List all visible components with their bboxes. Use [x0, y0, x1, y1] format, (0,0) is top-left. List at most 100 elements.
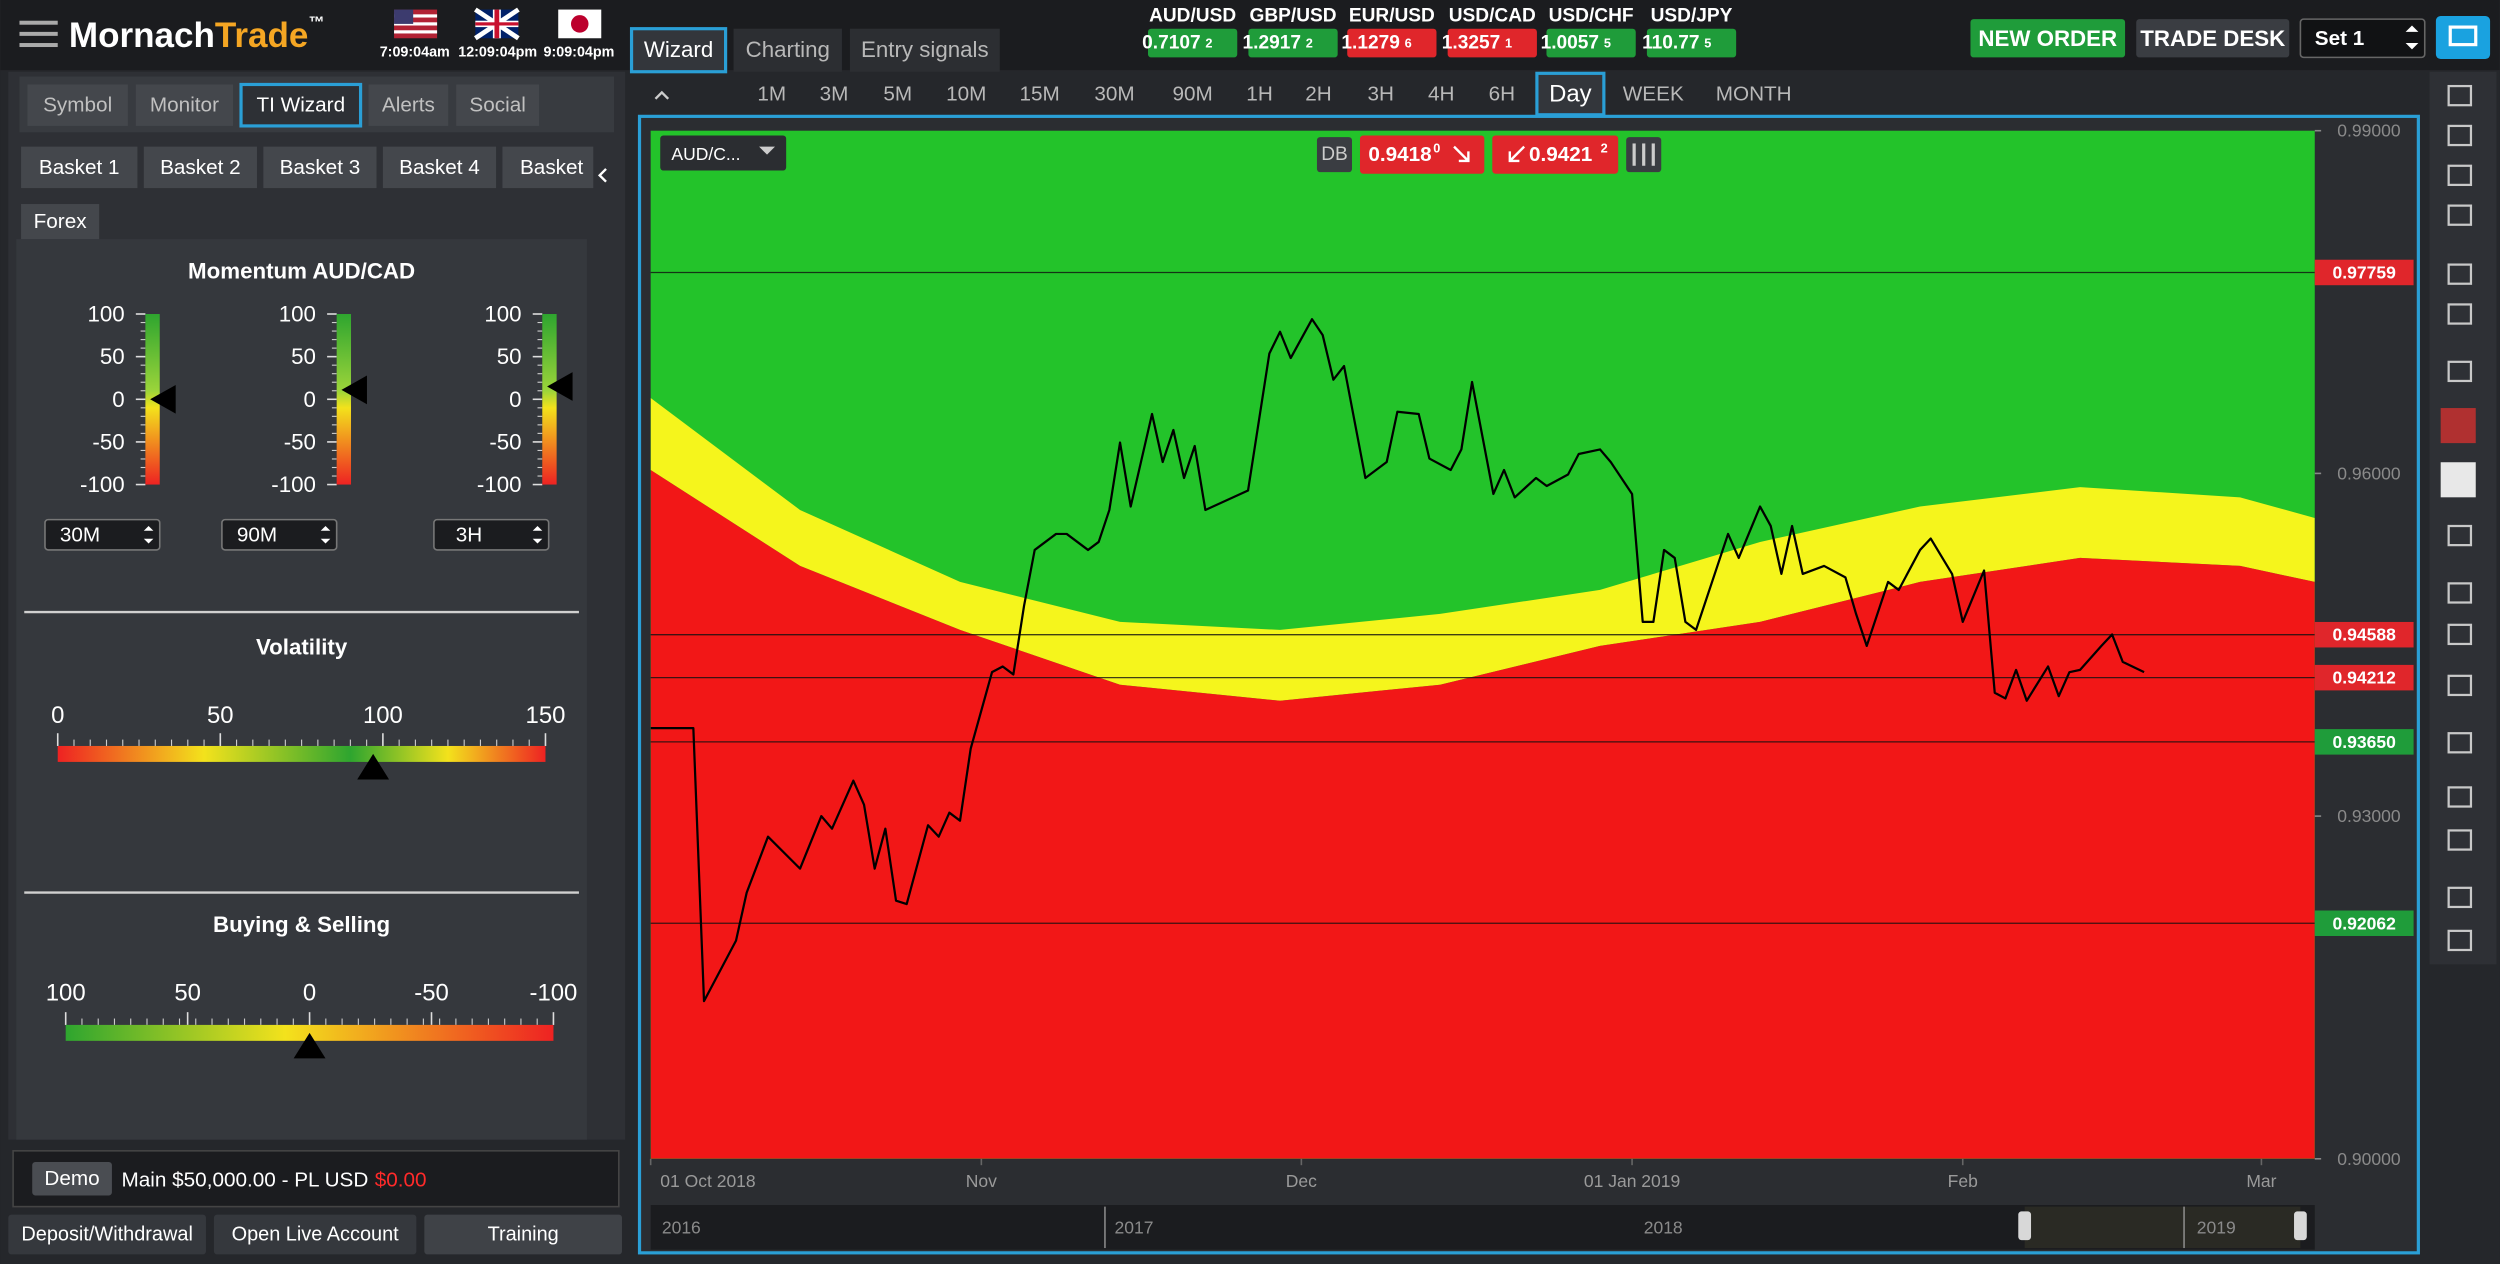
- monitor-button[interactable]: [2435, 15, 2491, 59]
- bid-arrow: [1453, 145, 1470, 163]
- timeframe-button[interactable]: MONTH: [1716, 83, 1792, 106]
- basket-tab[interactable]: [502, 146, 594, 189]
- timeframe-select[interactable]: [433, 518, 550, 551]
- timeframe-select[interactable]: [44, 518, 161, 551]
- symbol-select[interactable]: [660, 135, 787, 171]
- basket-tab[interactable]: [21, 146, 138, 189]
- gauge-scale-label: -50: [489, 429, 521, 454]
- select-arrow: [320, 526, 331, 544]
- basket-tab[interactable]: [382, 146, 497, 189]
- navigator-label: 2019: [2197, 1217, 2236, 1237]
- tool-icon[interactable]: [2447, 524, 2473, 547]
- db-button[interactable]: [1316, 137, 1353, 173]
- demo-button[interactable]: [32, 1161, 112, 1196]
- timeframe-button[interactable]: 1H: [1246, 83, 1273, 106]
- demo-label: Demo: [44, 1167, 99, 1190]
- tool-icon[interactable]: [2447, 582, 2473, 604]
- basket-tab[interactable]: [263, 146, 377, 189]
- top-tab[interactable]: [849, 28, 1000, 72]
- tool-icon[interactable]: [2447, 360, 2473, 383]
- y-tick-label: 0.99000: [2337, 121, 2401, 141]
- tool-icon[interactable]: [2447, 732, 2473, 754]
- gauge-scale-label: 100: [279, 302, 316, 327]
- gauge-scale-label: 50: [100, 344, 125, 369]
- timeframe-button[interactable]: 1M: [757, 83, 786, 106]
- tool-icon[interactable]: [2447, 84, 2473, 107]
- price-line: [650, 318, 2145, 1003]
- quote-box[interactable]: [1646, 28, 1737, 58]
- gauge-scale-label: 50: [291, 344, 316, 369]
- bid-button[interactable]: [1359, 135, 1485, 174]
- tool-icon[interactable]: [2447, 303, 2473, 325]
- timeframe-button[interactable]: 10M: [946, 83, 986, 106]
- left-tab[interactable]: [27, 84, 128, 126]
- tool-icon[interactable]: [2447, 623, 2473, 646]
- timeframe-button[interactable]: 15M: [1019, 83, 1059, 106]
- basket-tab[interactable]: [143, 146, 257, 189]
- left-tab[interactable]: [368, 84, 449, 126]
- collapse-icon[interactable]: [654, 90, 670, 100]
- bid-pip: 0: [1433, 141, 1440, 156]
- quote-box[interactable]: [1546, 28, 1636, 58]
- timeframe-button[interactable]: 4H: [1428, 83, 1455, 106]
- timeframe-select-label: 30M: [60, 523, 100, 546]
- top-tab-label: Entry signals: [861, 37, 989, 62]
- footer-button[interactable]: [424, 1214, 622, 1255]
- market-tab[interactable]: [21, 204, 100, 240]
- quote-pair: EUR/USD: [1349, 5, 1435, 26]
- gauge-scale-label: 0: [303, 980, 316, 1007]
- left-tab[interactable]: [135, 84, 234, 126]
- timeframe-button[interactable]: 5M: [883, 83, 912, 106]
- gauge-scale-label: 0: [51, 702, 64, 729]
- tool-icon[interactable]: [2447, 124, 2473, 147]
- color-swatch[interactable]: [2440, 408, 2476, 444]
- timeframe-button[interactable]: Day: [1549, 81, 1592, 108]
- quote-box[interactable]: [1248, 28, 1338, 58]
- timeframe-button[interactable]: 30M: [1094, 83, 1134, 106]
- left-tab[interactable]: [239, 82, 363, 128]
- tool-icon[interactable]: [2447, 263, 2473, 285]
- new-order-button[interactable]: [1970, 19, 2126, 58]
- navigator-handle[interactable]: [2018, 1211, 2032, 1241]
- monitor-icon: [2448, 25, 2478, 47]
- timeframe-select[interactable]: [221, 518, 338, 551]
- timeframe-button[interactable]: 3M: [820, 83, 849, 106]
- level-tag: [2314, 621, 2414, 648]
- navigator-handle[interactable]: [2294, 1211, 2307, 1241]
- top-tab[interactable]: [629, 27, 728, 74]
- top-tab-label: Wizard: [644, 37, 713, 62]
- timeframe-button[interactable]: 2H: [1305, 83, 1331, 106]
- symbol-label: AUD/C...: [671, 144, 740, 164]
- quote-box[interactable]: [1347, 28, 1437, 58]
- tool-icon[interactable]: [2447, 204, 2473, 226]
- timeframe-button[interactable]: 90M: [1172, 83, 1212, 106]
- color-swatch[interactable]: [2440, 462, 2476, 498]
- tool-icon[interactable]: [2447, 886, 2473, 909]
- navigator-label: 2018: [1644, 1217, 1683, 1237]
- quote-price: 1.1279: [1341, 33, 1399, 54]
- level-tag: [2314, 259, 2414, 286]
- tool-icon[interactable]: [2447, 786, 2473, 808]
- momentum-bar: [336, 314, 352, 485]
- timeframe-button[interactable]: 6H: [1489, 83, 1516, 106]
- tool-icon[interactable]: [2447, 164, 2473, 187]
- brand: MornachTrade™: [69, 14, 324, 55]
- quote-box[interactable]: [1147, 28, 1238, 58]
- menu-icon[interactable]: [19, 20, 58, 48]
- ask-button[interactable]: [1492, 135, 1619, 174]
- set-select[interactable]: [2299, 18, 2426, 59]
- tool-icon[interactable]: [2447, 674, 2473, 697]
- footer-button[interactable]: [8, 1214, 206, 1255]
- band-inside: [650, 398, 2315, 701]
- account-text: Main $50,000.00 - PL USD $0.00: [121, 1168, 426, 1191]
- top-tab[interactable]: [733, 28, 842, 72]
- scroll-left[interactable]: [597, 168, 607, 183]
- timeframe-button[interactable]: WEEK: [1623, 83, 1684, 106]
- footer-button[interactable]: [213, 1214, 417, 1255]
- tool-icon[interactable]: [2447, 929, 2473, 952]
- timeframe-button[interactable]: 3H: [1367, 83, 1393, 106]
- quote-box[interactable]: [1447, 28, 1537, 58]
- tool-icon[interactable]: [2447, 829, 2473, 851]
- left-tab[interactable]: [456, 84, 540, 126]
- trade-desk-button[interactable]: [2136, 19, 2290, 58]
